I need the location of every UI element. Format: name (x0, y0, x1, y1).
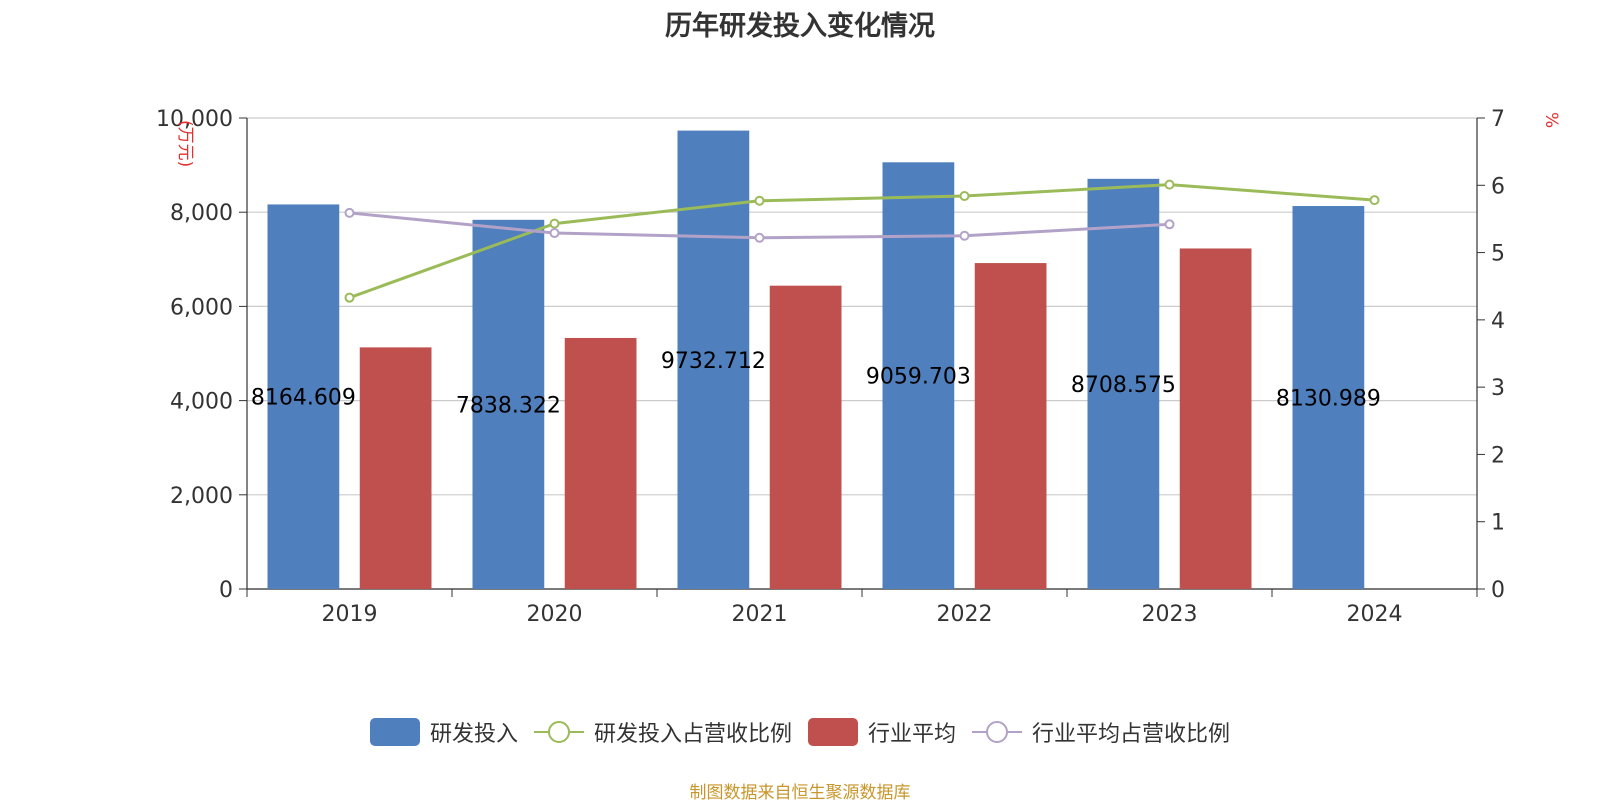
legend: 研发投入 研发投入占营收比例 行业平均 行业平均占营收比例 (0, 716, 1600, 748)
bar-industry-average (564, 337, 637, 589)
y-right-tick-label: 4 (1491, 309, 1505, 334)
source-note: 制图数据来自恒生聚源数据库 (689, 783, 911, 803)
point-rd-ratio (754, 195, 765, 206)
legend-item-rd-ratio[interactable]: 研发投入占营收比例 (533, 716, 792, 748)
x-tick-label: 2020 (527, 602, 583, 627)
bar-rd-investment (267, 204, 340, 590)
point-rd-ratio (1369, 195, 1380, 206)
y-right-tick-label: 2 (1491, 443, 1505, 468)
legend-label-industry-ratio: 行业平均占营收比例 (1032, 722, 1231, 747)
legend-swatch-rd-ratio (533, 721, 584, 743)
x-tick-label: 2023 (1142, 602, 1198, 627)
point-rd-ratio (344, 292, 355, 303)
data-label-rd-investment: 8708.575 (1071, 373, 1176, 398)
y-left-tick-label: 4,000 (170, 390, 233, 415)
y-right-tick-label: 0 (1491, 578, 1505, 603)
y-right-tick-label: 6 (1491, 174, 1505, 199)
bar-industry-average (359, 347, 432, 589)
data-label-rd-investment: 9059.703 (866, 365, 971, 390)
legend-item-industry-average[interactable]: 行业平均 (808, 716, 956, 748)
point-rd-ratio (959, 191, 970, 202)
y-left-tick-label: 2,000 (170, 484, 233, 509)
y-right-tick-label: 1 (1491, 511, 1505, 536)
y-left-unit-label: (万元) (175, 120, 195, 167)
y-right-tick-label: 5 (1491, 242, 1505, 267)
y-left-tick-label: 6,000 (170, 295, 233, 320)
data-label-rd-investment: 7838.322 (456, 393, 561, 418)
chart-title: 历年研发投入变化情况 (665, 11, 935, 42)
bar-rd-investment (1292, 206, 1365, 590)
data-label-rd-investment: 8130.989 (1276, 387, 1381, 412)
x-tick-label: 2022 (937, 602, 993, 627)
legend-label-rd-investment: 研发投入 (429, 722, 518, 747)
point-industry-ratio (959, 230, 970, 241)
point-industry-ratio (549, 228, 560, 239)
x-tick-label: 2021 (732, 602, 788, 627)
bar-industry-average (974, 263, 1047, 589)
y-left-tick-label: 10,000 (156, 107, 233, 132)
y-right-unit-label: % (1541, 112, 1561, 128)
point-industry-ratio (754, 232, 765, 243)
bar-rd-investment (882, 162, 955, 589)
bar-industry-average (769, 285, 842, 589)
point-rd-ratio (549, 218, 560, 229)
point-industry-ratio (344, 207, 355, 218)
line-rd-ratio (348, 183, 1375, 300)
bar-industry-average (1179, 248, 1252, 590)
legend-item-rd-investment[interactable]: 研发投入 (369, 716, 518, 748)
point-industry-ratio (1164, 219, 1175, 230)
legend-label-industry-average: 行业平均 (868, 722, 957, 747)
y-left-tick-label: 8,000 (170, 201, 233, 226)
point-rd-ratio (1164, 179, 1175, 190)
legend-item-industry-ratio[interactable]: 行业平均占营收比例 (972, 716, 1230, 748)
data-label-rd-investment: 8164.609 (251, 386, 356, 411)
legend-swatch-rd-investment (369, 718, 420, 746)
legend-label-rd-ratio: 研发投入占营收比例 (593, 722, 792, 747)
y-right-tick-label: 3 (1491, 376, 1505, 401)
bar-rd-investment (472, 219, 545, 589)
bar-rd-investment (1087, 178, 1160, 589)
legend-swatch-industry-ratio (972, 721, 1023, 743)
legend-swatch-industry-average (808, 718, 858, 746)
y-right-tick-label: 7 (1491, 107, 1505, 132)
y-left-tick-label: 0 (219, 578, 233, 603)
x-tick-label: 2019 (322, 602, 378, 627)
x-tick-label: 2024 (1347, 602, 1403, 627)
data-label-rd-investment: 9732.712 (661, 349, 766, 374)
